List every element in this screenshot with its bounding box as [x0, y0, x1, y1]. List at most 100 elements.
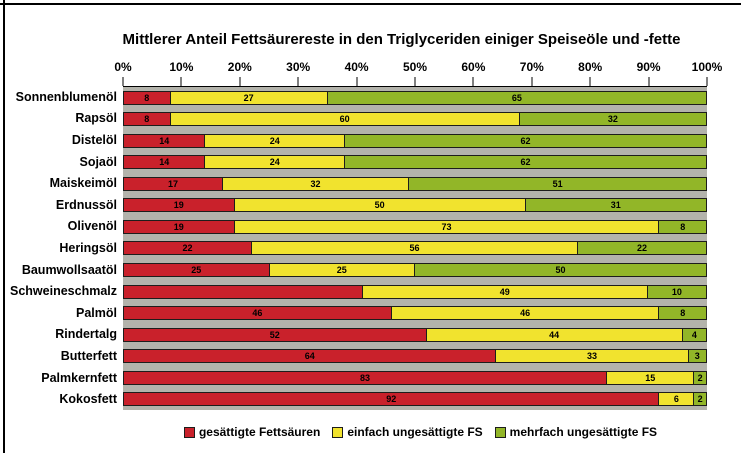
bar-segment-monounsaturated: 50 — [234, 199, 526, 212]
x-axis-label: 70% — [519, 60, 544, 74]
bar-segment-saturated: 19 — [124, 199, 235, 212]
chart-title: Mittlerer Anteil Fettsäurereste in den T… — [122, 31, 681, 48]
plot-area: 8 27 65 8 60 32 14 24 62 14 24 62 17 32 51 19 50 31 19 73 8 2… — [123, 86, 707, 410]
x-axis-label: 80% — [578, 60, 603, 74]
bar-row: 14 24 62 — [123, 152, 707, 174]
x-axis-tick — [414, 77, 416, 86]
bar-segment-saturated: 8 — [124, 113, 171, 126]
x-axis: 0% 10% 20% 30% 40% 50% 60% 70% 80% 90% 100% — [114, 60, 722, 76]
bar-row: 19 50 31 — [123, 195, 707, 217]
stacked-bar: 14 24 62 — [123, 133, 707, 148]
legend-swatch — [183, 426, 195, 438]
bar-segment-saturated: 14 — [124, 134, 206, 147]
x-axis-label: 10% — [169, 60, 194, 74]
bar-row: 49 10 — [123, 281, 707, 303]
x-axis-tick — [706, 77, 708, 86]
x-axis-label: 30% — [286, 60, 311, 74]
stacked-bar: 46 46 8 — [123, 306, 707, 321]
stacked-bar: 64 33 3 — [123, 349, 707, 364]
bar-segment-polyunsaturated: 62 — [345, 156, 706, 169]
legend-item: mehrfach ungesättigte FS — [494, 425, 658, 439]
category-label: Sojaöl — [79, 154, 117, 169]
bar-segment-saturated: 19 — [124, 220, 235, 233]
category-label: Palmöl — [76, 305, 117, 320]
x-axis-tick — [472, 77, 474, 86]
bar-segment-monounsaturated: 27 — [170, 91, 328, 104]
bar-segment-saturated: 14 — [124, 156, 206, 169]
bar-segment-polyunsaturated: 8 — [659, 220, 706, 233]
category-label: Palmkernfett — [41, 370, 117, 385]
bar-segment-monounsaturated: 60 — [170, 113, 520, 126]
category-label: Maiskeimöl — [49, 176, 117, 191]
stacked-bar: 22 56 22 — [123, 241, 707, 256]
bar-row: 46 46 8 — [123, 302, 707, 324]
bar-segment-polyunsaturated: 51 — [409, 177, 706, 190]
category-labels: Sonnenblumenöl Rapsöl Distelöl Sojaöl Maiske… — [0, 86, 117, 410]
bar-segment-saturated: 8 — [124, 91, 171, 104]
legend-label: mehrfach ungesättigte FS — [509, 425, 658, 439]
x-axis-tick — [239, 77, 241, 86]
bar-segment-saturated: 64 — [124, 350, 497, 363]
x-axis-tick — [589, 77, 591, 86]
category-label: Schweineschmalz — [10, 284, 117, 299]
category-label: Distelöl — [71, 132, 117, 147]
x-axis-label: 90% — [636, 60, 661, 74]
stacked-bar: 8 27 65 — [123, 90, 707, 105]
bar-segment-polyunsaturated: 10 — [647, 285, 706, 298]
bar-row: 19 73 8 — [123, 216, 707, 238]
x-axis-label: 50% — [402, 60, 428, 74]
bar-row: 64 33 3 — [123, 345, 707, 367]
x-axis-label: 100% — [691, 60, 723, 74]
bar-segment-saturated: 92 — [124, 393, 660, 406]
stacked-bar: 52 44 4 — [123, 327, 707, 342]
category-label: Sonnenblumenöl — [15, 89, 117, 104]
bar-row: 8 27 65 — [123, 87, 707, 109]
bar-segment-monounsaturated: 56 — [252, 242, 578, 255]
stacked-bar: 19 50 31 — [123, 198, 707, 213]
category-label: Olivenöl — [67, 219, 117, 234]
bar-segment-monounsaturated: 46 — [391, 307, 660, 320]
page-border-left — [3, 0, 5, 453]
bar-segment-monounsaturated: 49 — [362, 285, 648, 298]
bar-segment-monounsaturated: 25 — [269, 264, 415, 277]
bar-row: 25 25 50 — [123, 259, 707, 281]
bar-row: 22 56 22 — [123, 238, 707, 260]
bar-segment-polyunsaturated: 8 — [659, 307, 706, 320]
category-label: Rapsöl — [75, 111, 117, 126]
bar-segment-polyunsaturated: 22 — [577, 242, 706, 255]
x-axis-tick — [297, 77, 299, 86]
bar-segment-monounsaturated: 73 — [234, 220, 660, 233]
stacked-bar: 14 24 62 — [123, 155, 707, 170]
bar-row: 83 15 2 — [123, 367, 707, 389]
category-label: Baumwollsaatöl — [21, 262, 117, 277]
stacked-bar: 49 10 — [123, 284, 707, 299]
bar-segment-saturated: 52 — [124, 328, 427, 341]
stacked-bar: 92 6 2 — [123, 392, 707, 407]
bar-row: 8 60 32 — [123, 109, 707, 131]
stacked-bar: 25 25 50 — [123, 263, 707, 278]
stacked-bar: 19 73 8 — [123, 219, 707, 234]
bar-segment-monounsaturated: 6 — [659, 393, 695, 406]
category-label: Erdnussöl — [55, 197, 117, 212]
legend-swatch — [332, 426, 344, 438]
bar-row: 92 6 2 — [123, 388, 707, 410]
bar-segment-monounsaturated: 44 — [426, 328, 683, 341]
bar-segment-monounsaturated: 24 — [205, 134, 346, 147]
x-axis-tick — [356, 77, 358, 86]
page-border-top — [0, 3, 741, 5]
bar-segment-monounsaturated: 24 — [205, 156, 346, 169]
bar-segment-polyunsaturated: 50 — [415, 264, 706, 277]
x-axis-label: 20% — [227, 60, 252, 74]
category-label: Kokosfett — [59, 392, 117, 407]
legend: gesättigte Fettsäuren einfach ungesättigt… — [0, 423, 741, 441]
legend-item: einfach ungesättigte FS — [332, 425, 483, 439]
bar-segment-saturated: 46 — [124, 307, 392, 320]
bar-row: 17 32 51 — [123, 173, 707, 195]
stacked-bar: 83 15 2 — [123, 370, 707, 385]
bar-segment-saturated — [124, 285, 363, 298]
bar-segment-polyunsaturated: 3 — [688, 350, 706, 363]
bar-segment-polyunsaturated: 31 — [525, 199, 706, 212]
x-axis-tick — [531, 77, 533, 86]
bar-row: 14 24 62 — [123, 130, 707, 152]
x-axis-label: 60% — [461, 60, 486, 74]
